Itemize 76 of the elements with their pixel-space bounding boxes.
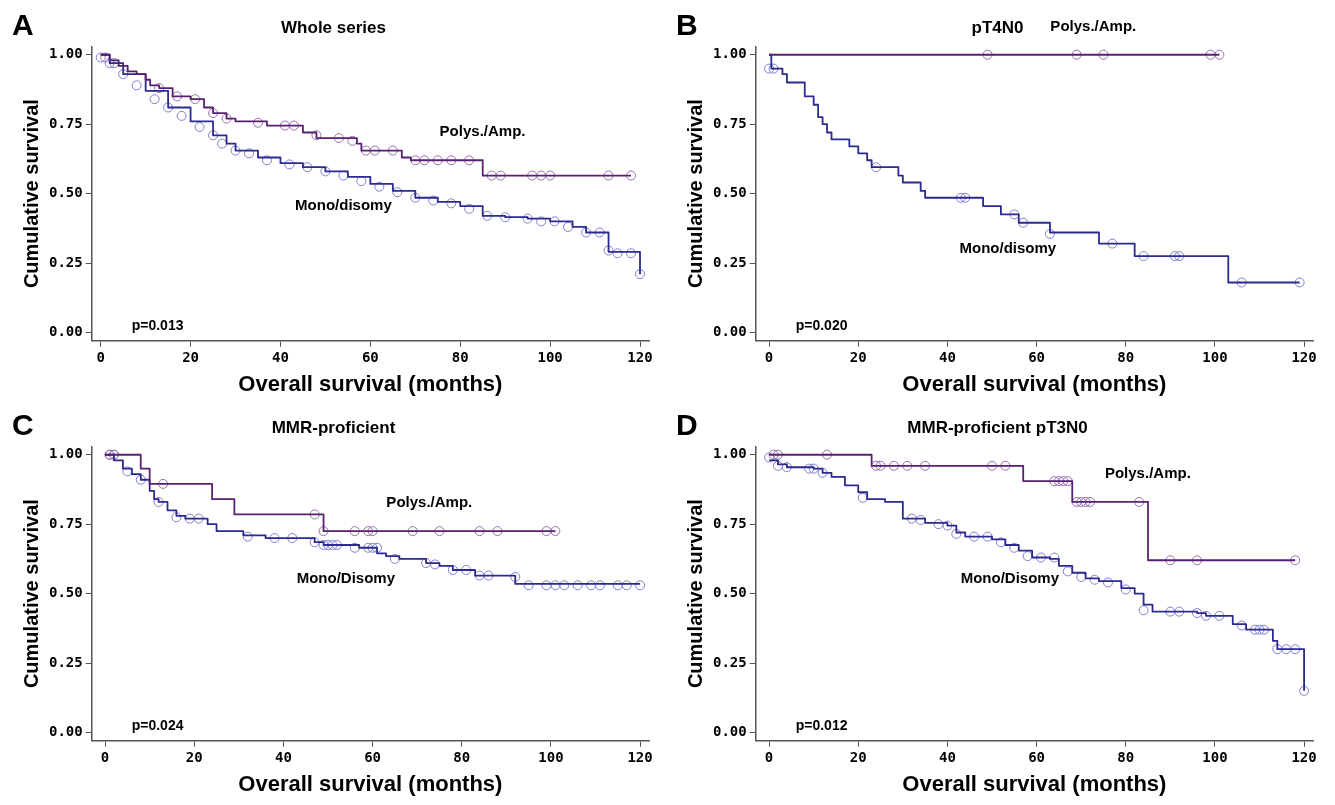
- y-tick-label: 1.00: [713, 45, 747, 62]
- series-label: Polys./Amp.: [1050, 16, 1137, 34]
- x-axis-title: Overall survival (months): [902, 770, 1167, 796]
- y-tick-label: 0.75: [713, 114, 747, 131]
- annotation: p=0.012: [795, 716, 848, 733]
- text: B: [676, 8, 698, 42]
- y-tick-label: 0.25: [713, 653, 747, 670]
- x-tick-label: 100: [1202, 748, 1228, 765]
- x-tick-label: 60: [361, 348, 379, 365]
- x-tick-label: 0: [764, 348, 774, 365]
- y-tick-label: 0.00: [713, 323, 747, 340]
- x-tick-label: 20: [182, 348, 200, 365]
- y-axis-title: Cumulative survival: [683, 99, 706, 289]
- y-tick-label: 0.50: [713, 184, 747, 201]
- chart-title: MMR-proficient pT3N0: [907, 417, 1088, 437]
- x-tick-label: 100: [1202, 348, 1228, 365]
- x-tick-label: 120: [1291, 348, 1317, 365]
- y-tick-label: 1.00: [49, 45, 83, 62]
- y-tick-label: 0.75: [49, 114, 83, 131]
- x-tick-label: 80: [451, 348, 469, 365]
- x-tick-label: 60: [1028, 748, 1046, 765]
- text: A: [12, 8, 34, 42]
- x-axis-title: Overall survival (months): [238, 370, 503, 396]
- text: C: [12, 408, 34, 442]
- x-tick-label: 80: [453, 748, 471, 765]
- y-tick-label: 1.00: [49, 445, 83, 462]
- x-tick-label: 40: [938, 748, 956, 765]
- annotation: p=0.013: [131, 316, 184, 333]
- chart-title: pT4N0: [971, 17, 1024, 37]
- x-tick-label: 80: [1117, 748, 1135, 765]
- x-tick-label: 60: [1028, 348, 1046, 365]
- series-label: Mono/Disomy: [296, 569, 396, 587]
- y-tick-label: 0.25: [713, 253, 747, 270]
- y-tick-label: 0.75: [49, 514, 83, 531]
- x-tick-label: 40: [274, 748, 292, 765]
- x-tick-label: 0: [764, 748, 774, 765]
- text: D: [676, 408, 698, 442]
- y-tick-label: 0.50: [49, 584, 83, 601]
- series-label: Mono/disomy: [295, 195, 393, 213]
- annotation: p=0.020: [795, 316, 848, 333]
- x-tick-label: 60: [364, 748, 382, 765]
- y-tick-label: 0.50: [713, 584, 747, 601]
- y-tick-label: 1.00: [713, 445, 747, 462]
- series-label: Polys./Amp.: [386, 493, 473, 511]
- x-tick-label: 80: [1117, 348, 1135, 365]
- x-tick-label: 100: [537, 348, 563, 365]
- x-tick-label: 100: [538, 748, 564, 765]
- y-axis-title: Cumulative survival: [19, 499, 42, 689]
- x-tick-label: 0: [96, 348, 105, 365]
- y-axis-title: Cumulative survival: [19, 99, 42, 289]
- annotation: p=0.024: [131, 716, 184, 733]
- chart-title: Whole series: [281, 17, 386, 37]
- x-tick-label: 0: [100, 748, 110, 765]
- x-tick-label: 20: [185, 748, 203, 765]
- y-tick-label: 0.00: [49, 323, 83, 340]
- x-tick-label: 120: [627, 348, 653, 365]
- x-tick-label: 20: [849, 348, 867, 365]
- x-tick-label: 120: [627, 748, 653, 765]
- series-label: Mono/disomy: [959, 238, 1057, 256]
- x-tick-label: 120: [1291, 748, 1317, 765]
- y-tick-label: 0.25: [49, 653, 83, 670]
- x-tick-label: 40: [938, 348, 956, 365]
- x-axis-title: Overall survival (months): [238, 770, 503, 796]
- x-axis-title: Overall survival (months): [902, 370, 1167, 396]
- x-tick-label: 20: [849, 748, 867, 765]
- y-axis-title: Cumulative survival: [683, 499, 706, 689]
- x-tick-label: 40: [272, 348, 289, 365]
- series-label: Mono/Disomy: [960, 569, 1060, 587]
- series-label: Polys./Amp.: [439, 122, 526, 140]
- y-tick-label: 0.00: [713, 723, 747, 740]
- y-tick-label: 0.50: [49, 184, 83, 201]
- y-tick-label: 0.75: [713, 514, 747, 531]
- y-tick-label: 0.25: [49, 253, 83, 270]
- chart-title: MMR-proficient: [271, 417, 396, 437]
- series-label: Polys./Amp.: [1104, 464, 1191, 482]
- y-tick-label: 0.00: [49, 723, 83, 740]
